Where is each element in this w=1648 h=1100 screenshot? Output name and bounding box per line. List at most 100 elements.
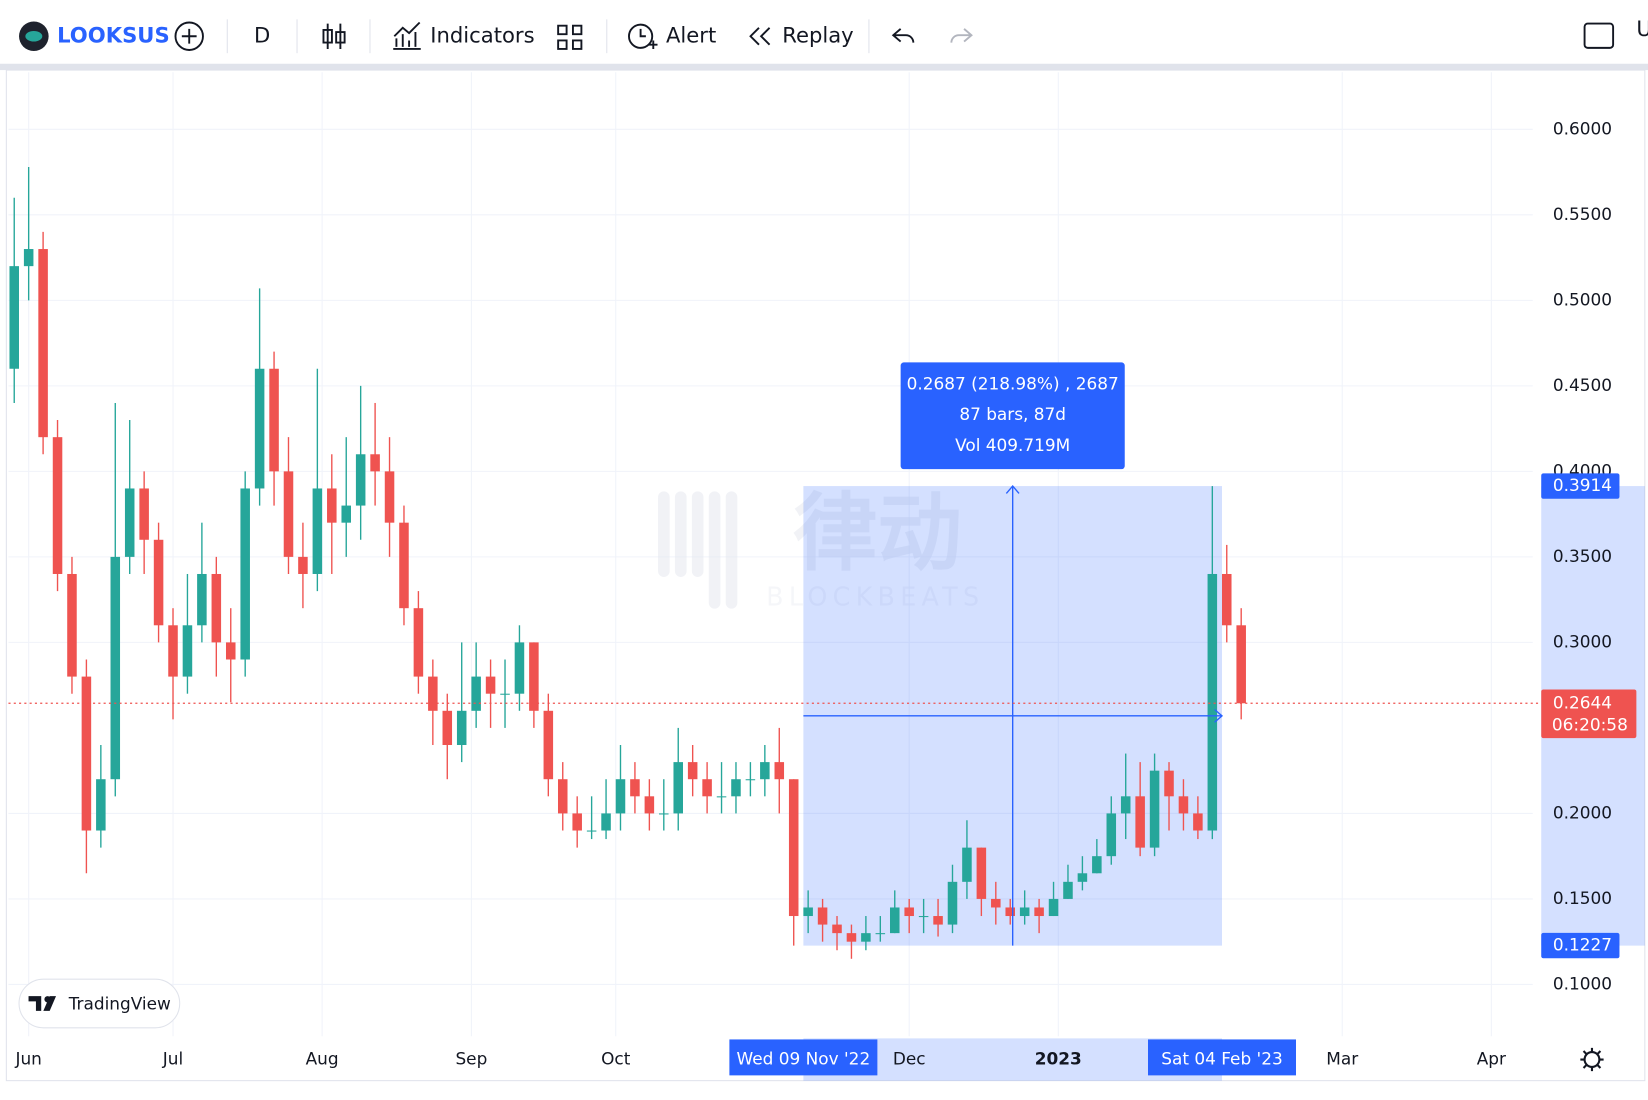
chart-type-button[interactable] xyxy=(322,23,346,49)
compare-icon xyxy=(181,28,197,44)
candle-body xyxy=(38,249,48,438)
candle-body xyxy=(702,779,712,797)
candle-body xyxy=(1048,898,1059,917)
candle-body xyxy=(1221,573,1232,626)
settings-button[interactable] xyxy=(1580,1047,1604,1072)
candle-body xyxy=(962,847,972,882)
candle-body xyxy=(182,625,193,677)
grid xyxy=(8,72,1533,1037)
settings-icon-teeth xyxy=(1580,1047,1604,1072)
toolbar: LOOKSUS D Indicators Alert Replay U xyxy=(19,16,1648,54)
candle-body xyxy=(428,676,438,711)
candle-body xyxy=(1236,625,1246,704)
x-tick-label: Sep xyxy=(455,1049,487,1069)
measure-price-label: 0.3914 xyxy=(1553,475,1612,495)
indicators-icon xyxy=(393,21,421,50)
candle-body xyxy=(1092,856,1102,874)
y-tick-label: 0.1500 xyxy=(1553,888,1612,908)
replay-icon xyxy=(749,27,771,46)
candle-body xyxy=(312,488,323,574)
candle-body xyxy=(687,762,698,780)
candle-body xyxy=(298,556,308,574)
measure-price-label: 0.1227 xyxy=(1553,935,1612,955)
candle-body xyxy=(500,693,510,695)
candle-body xyxy=(1164,770,1174,797)
symbol-icon-eye xyxy=(25,30,43,42)
measure-date-badge xyxy=(729,1039,878,1076)
candle-body xyxy=(933,916,943,925)
y-tick-label: 0.5500 xyxy=(1553,204,1612,224)
replay-button[interactable]: Replay xyxy=(782,22,853,47)
symbol[interactable]: LOOKSUS xyxy=(57,22,170,47)
candle-body xyxy=(557,779,568,814)
measure-arrowhead xyxy=(1005,485,1020,494)
interval[interactable]: D xyxy=(254,22,270,47)
fullscreen-button[interactable] xyxy=(1583,22,1615,49)
candle-body xyxy=(456,710,467,746)
measure-price-badge xyxy=(1541,473,1620,499)
y-tick-label: 0.2000 xyxy=(1553,802,1612,822)
candle-body xyxy=(1193,813,1203,831)
candle-body xyxy=(817,907,828,925)
layout-button[interactable] xyxy=(557,24,583,50)
measure-date-label: Wed 09 Nov '22 xyxy=(737,1049,871,1069)
candle-body xyxy=(1207,573,1218,831)
overlay: 0.10000.15000.20000.30000.35000.40000.45… xyxy=(8,118,1637,1076)
watermark-subtext: BLOCKBEATS xyxy=(766,582,984,612)
y-tick-label: 0.3000 xyxy=(1553,631,1612,651)
candle-body xyxy=(110,556,121,780)
candle-body xyxy=(139,488,149,540)
candle-body xyxy=(52,437,63,574)
watermark-logo xyxy=(658,491,738,609)
candles xyxy=(9,166,1246,959)
alert-button[interactable]: Alert xyxy=(666,22,716,47)
candle-body xyxy=(96,779,106,831)
measure-tooltip-line: 87 bars, 87d xyxy=(959,404,1066,424)
x-tick-label: Oct xyxy=(601,1049,631,1069)
candle-body xyxy=(9,266,19,369)
last-price-label: 0.2644 xyxy=(1553,692,1612,712)
candle-body xyxy=(1149,770,1160,848)
y-tick-label: 0.5000 xyxy=(1553,289,1612,309)
candle-body xyxy=(1135,796,1145,848)
indicators-button[interactable]: Indicators xyxy=(430,22,534,47)
logo-text[interactable]: TradingView xyxy=(68,994,171,1014)
countdown-label: 06:20:58 xyxy=(1552,714,1628,734)
x-tick-label: Jun xyxy=(14,1049,41,1069)
compare-button[interactable] xyxy=(174,21,204,51)
candle-body xyxy=(803,907,813,917)
logo-dot xyxy=(44,996,51,1003)
candle-body xyxy=(355,454,366,506)
candle-body xyxy=(1106,813,1117,857)
candle-body xyxy=(283,471,294,557)
candle-body xyxy=(327,488,337,523)
measure-tooltip xyxy=(900,362,1125,470)
logo-pill xyxy=(18,978,181,1029)
candle-body xyxy=(1034,907,1044,917)
candle-body xyxy=(23,249,34,267)
candle-body xyxy=(197,573,207,626)
x-tick-label: Apr xyxy=(1477,1049,1506,1069)
candle-body xyxy=(615,779,626,814)
candle-body xyxy=(991,898,1001,908)
measure-date-badge xyxy=(1147,1039,1296,1076)
candle-body xyxy=(1063,881,1073,899)
redo-button[interactable] xyxy=(950,28,973,43)
candle-body xyxy=(442,710,453,746)
candle-body xyxy=(716,796,727,798)
candle-body xyxy=(384,471,395,523)
candle-body xyxy=(1077,873,1088,882)
candle-body xyxy=(1120,796,1131,814)
candle-body xyxy=(889,907,900,934)
watermark: 律动 BLOCKBEATS xyxy=(658,484,984,612)
candle-body xyxy=(153,539,164,626)
undo-button[interactable] xyxy=(891,28,915,43)
x-tick-label: Aug xyxy=(306,1049,339,1069)
candle-body xyxy=(225,642,236,660)
candle-body xyxy=(875,933,886,935)
candle-body xyxy=(341,505,351,523)
candle-body xyxy=(586,830,597,832)
candle-body xyxy=(673,762,683,814)
candle-body xyxy=(240,488,250,660)
